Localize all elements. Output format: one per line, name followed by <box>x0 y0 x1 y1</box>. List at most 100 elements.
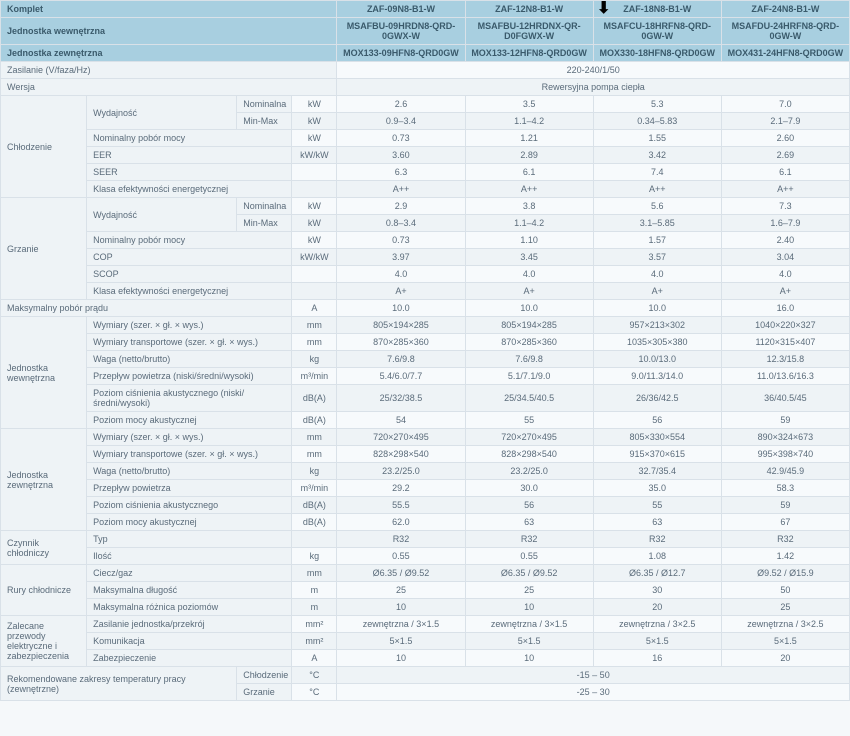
v: 1035×305×380 <box>593 334 721 351</box>
v: 54 <box>337 412 465 429</box>
jz-wym: Wymiary (szer. × gł. × wys.) <box>87 429 292 446</box>
u: mm² <box>292 633 337 650</box>
u: m³/min <box>292 368 337 385</box>
model-1: ZAF-12N8-B1-W <box>465 1 593 18</box>
u: mm <box>292 565 337 582</box>
u: A <box>292 300 337 317</box>
v: 26/36/42.5 <box>593 385 721 412</box>
u <box>292 531 337 548</box>
v: 55 <box>465 412 593 429</box>
mpp-label: Maksymalny pobór prądu <box>1 300 292 317</box>
v: 63 <box>465 514 593 531</box>
v: 805×194×285 <box>337 317 465 334</box>
v: 870×285×360 <box>465 334 593 351</box>
u: mm <box>292 429 337 446</box>
v: 1.55 <box>593 130 721 147</box>
v: 5.6 <box>593 198 721 215</box>
v: A+ <box>337 283 465 300</box>
jw-waga: Waga (netto/brutto) <box>87 351 292 368</box>
v: 805×330×554 <box>593 429 721 446</box>
chl-mm: Min-Max <box>237 113 292 130</box>
grz-scop: SCOP <box>87 266 292 283</box>
jz-waga: Waga (netto/brutto) <box>87 463 292 480</box>
v: 10 <box>465 599 593 616</box>
jz-pp: Przepływ powietrza <box>87 480 292 497</box>
grz-mm: Min-Max <box>237 215 292 232</box>
v: 56 <box>465 497 593 514</box>
v: 7.6/9.8 <box>337 351 465 368</box>
u: dB(A) <box>292 497 337 514</box>
u: kW <box>292 232 337 249</box>
model-0: ZAF-09N8-B1-W <box>337 1 465 18</box>
v: 2.9 <box>337 198 465 215</box>
rztp-chl: Chłodzenie <box>237 667 292 684</box>
rc-md: Maksymalna długość <box>87 582 292 599</box>
model-3: ZAF-24N8-B1-W <box>721 1 849 18</box>
wersja-val: Rewersyjna pompa ciepła <box>337 79 850 96</box>
v: 720×270×495 <box>465 429 593 446</box>
v: 50 <box>721 582 849 599</box>
v: 5×1.5 <box>337 633 465 650</box>
v: 1.1–4.2 <box>465 215 593 232</box>
v: 62.0 <box>337 514 465 531</box>
u: kW/kW <box>292 147 337 164</box>
v: 56 <box>593 412 721 429</box>
v: A++ <box>465 181 593 198</box>
v: 1.6–7.9 <box>721 215 849 232</box>
v: 3.04 <box>721 249 849 266</box>
v: 4.0 <box>465 266 593 283</box>
jz-wymt: Wymiary transportowe (szer. × gł. × wys.… <box>87 446 292 463</box>
zpe-label: Zalecane przewody elektryczne i zabezpie… <box>1 616 87 667</box>
v: 1.21 <box>465 130 593 147</box>
v: 805×194×285 <box>465 317 593 334</box>
u: °C <box>292 684 337 701</box>
u: kW <box>292 198 337 215</box>
v: A+ <box>593 283 721 300</box>
v: 2.69 <box>721 147 849 164</box>
jw-pp: Przepływ powietrza (niski/średni/wysoki) <box>87 368 292 385</box>
chl-wyd: Wydajność <box>87 96 237 130</box>
v: 0.34–5.83 <box>593 113 721 130</box>
v: 7.6/9.8 <box>465 351 593 368</box>
v: 4.0 <box>337 266 465 283</box>
grz-wyd: Wydajność <box>87 198 237 232</box>
v: 0.8–3.4 <box>337 215 465 232</box>
v: zewnętrzna / 3×1.5 <box>465 616 593 633</box>
u: kW <box>292 215 337 232</box>
v: 2.89 <box>465 147 593 164</box>
v: 1.57 <box>593 232 721 249</box>
u: mm² <box>292 616 337 633</box>
indoor-2: MSAFCU-18HRFN8-QRD-0GW-W <box>593 18 721 45</box>
v: 3.1–5.85 <box>593 215 721 232</box>
u: kW <box>292 130 337 147</box>
v: 20 <box>593 599 721 616</box>
zasilanie-label: Zasilanie (V/faza/Hz) <box>1 62 337 79</box>
u: kg <box>292 463 337 480</box>
v: 828×298×540 <box>337 446 465 463</box>
cc-ilosc: Ilość <box>87 548 292 565</box>
v: 55.5 <box>337 497 465 514</box>
cc-label: Czynnik chłodniczy <box>1 531 87 565</box>
v: 25 <box>465 582 593 599</box>
v: zewnętrzna / 3×1.5 <box>337 616 465 633</box>
v: 1.1–4.2 <box>465 113 593 130</box>
v: 7.3 <box>721 198 849 215</box>
v: 1.08 <box>593 548 721 565</box>
u: mm <box>292 446 337 463</box>
v: 957×213×302 <box>593 317 721 334</box>
v: A++ <box>593 181 721 198</box>
v: 4.0 <box>721 266 849 283</box>
v: 3.5 <box>465 96 593 113</box>
v: R32 <box>721 531 849 548</box>
v: -15 – 50 <box>337 667 850 684</box>
pointer-arrow: ⬇ <box>597 0 610 18</box>
v: 35.0 <box>593 480 721 497</box>
v: 12.3/15.8 <box>721 351 849 368</box>
u: kW/kW <box>292 249 337 266</box>
v: 5.3 <box>593 96 721 113</box>
v: R32 <box>593 531 721 548</box>
v: 10.0 <box>593 300 721 317</box>
v: 3.97 <box>337 249 465 266</box>
u: °C <box>292 667 337 684</box>
outdoor-3: MOX431-24HFN8-QRD0GW <box>721 45 849 62</box>
